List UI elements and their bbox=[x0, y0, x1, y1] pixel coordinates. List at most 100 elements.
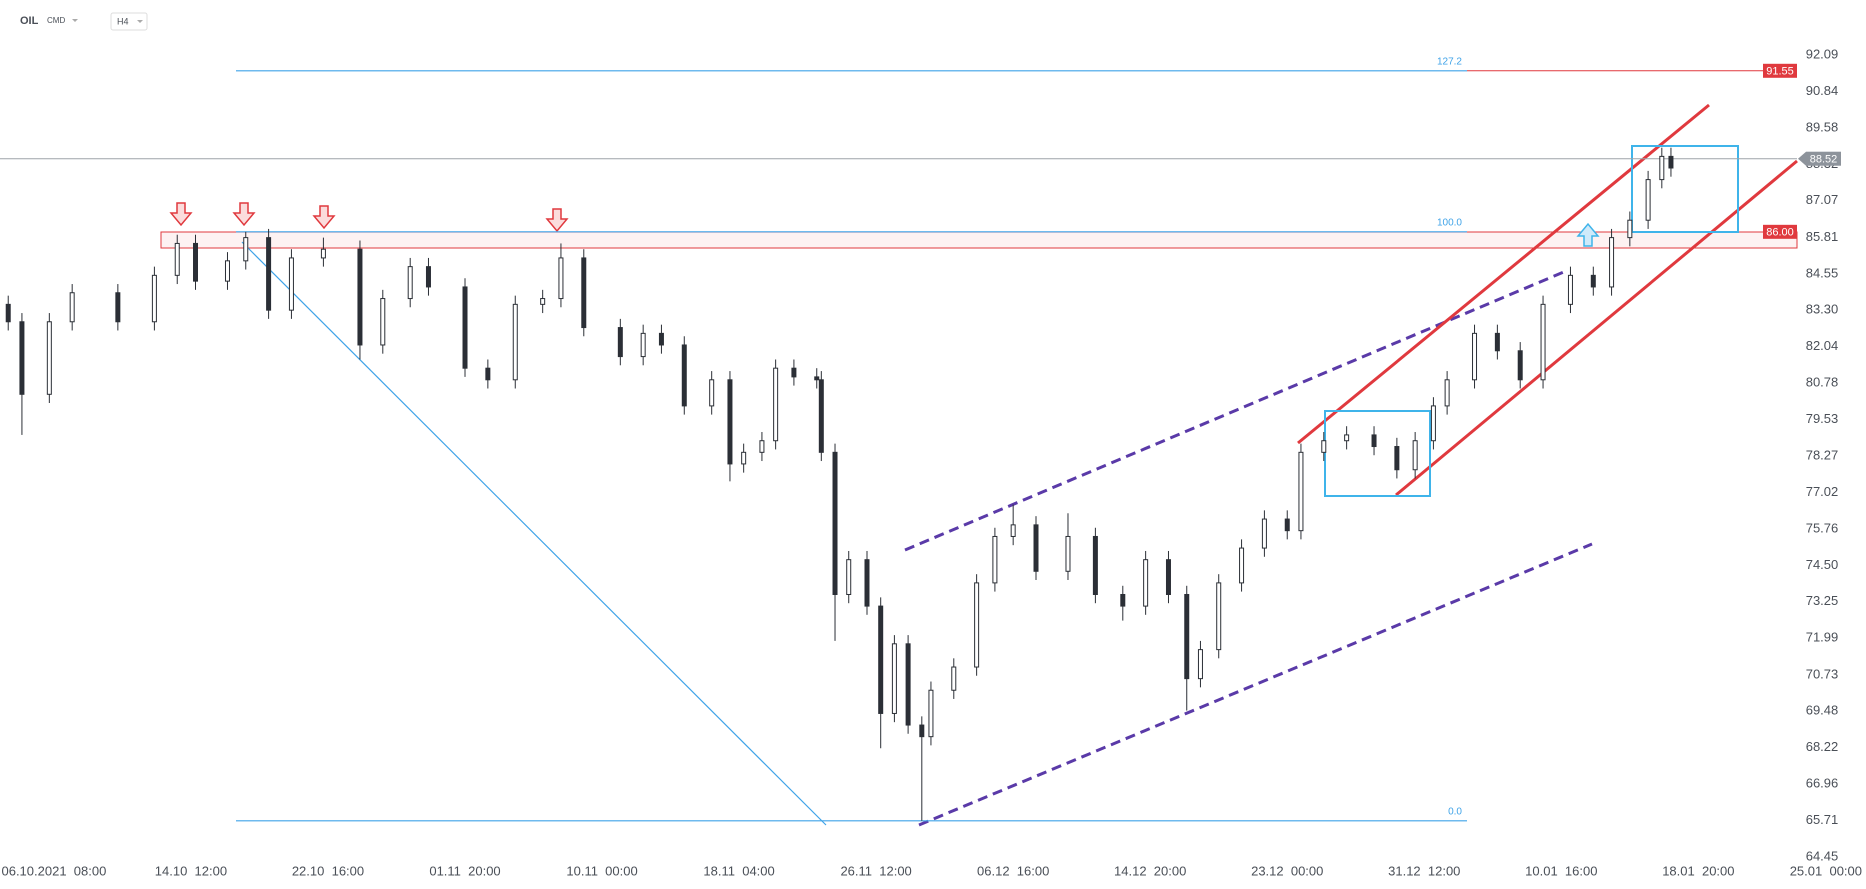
candle-body bbox=[951, 666, 957, 691]
y-tick-label: 68.22 bbox=[1806, 739, 1839, 754]
x-tick-label: 01.11 20:00 bbox=[429, 863, 500, 878]
candle-body bbox=[1092, 535, 1098, 595]
market[interactable]: CMD bbox=[47, 16, 65, 25]
y-tick-label: 78.27 bbox=[1806, 448, 1839, 463]
candle-body bbox=[846, 559, 852, 595]
candle-body bbox=[193, 242, 199, 282]
highlight-box bbox=[1324, 410, 1431, 497]
price-tag bbox=[1763, 224, 1797, 239]
x-tick-label: 10.01 16:00 bbox=[1525, 863, 1597, 878]
candle-body bbox=[864, 559, 870, 607]
candle-body bbox=[640, 332, 646, 358]
candle-body bbox=[1298, 451, 1304, 532]
highlight-box bbox=[1631, 145, 1739, 233]
candle-body bbox=[974, 582, 980, 668]
price-tag-pointer bbox=[1798, 151, 1806, 166]
down-arrow bbox=[312, 205, 336, 230]
fib-label: 127.2 bbox=[1437, 56, 1462, 67]
candle-body bbox=[741, 451, 747, 465]
x-tick-label: 23.12 00:00 bbox=[1251, 863, 1323, 878]
interval[interactable]: H4 bbox=[117, 16, 129, 26]
candle-body bbox=[992, 535, 998, 584]
y-tick-label: 80.78 bbox=[1806, 375, 1839, 390]
candle-body bbox=[1659, 155, 1665, 181]
x-tick-label: 26.11 12:00 bbox=[840, 863, 911, 878]
x-tick-label: 25.01 00:00 bbox=[1790, 863, 1862, 878]
dashed-trend-line bbox=[918, 542, 1593, 827]
candle-body bbox=[1517, 350, 1523, 381]
candle-body bbox=[919, 724, 925, 738]
candle-body bbox=[832, 451, 838, 595]
channel-line bbox=[1297, 103, 1710, 445]
fib-label: 0.0 bbox=[1448, 806, 1462, 817]
candle-body bbox=[791, 367, 797, 378]
candle-body bbox=[581, 257, 587, 329]
x-tick-label: 22.10 16:00 bbox=[292, 863, 364, 878]
candle-body bbox=[357, 248, 363, 346]
candle-body bbox=[1197, 649, 1203, 680]
candle-body bbox=[380, 298, 386, 346]
candle-body bbox=[1494, 332, 1500, 352]
y-tick-label: 66.96 bbox=[1806, 776, 1839, 791]
candle-body bbox=[151, 274, 157, 323]
interval-select[interactable] bbox=[110, 12, 148, 31]
candle-body bbox=[928, 689, 934, 738]
candle-body bbox=[1184, 593, 1190, 680]
candle-body bbox=[1216, 582, 1222, 651]
y-tick-label: 65.71 bbox=[1806, 812, 1839, 827]
candle-body bbox=[1540, 303, 1546, 381]
y-tick-label: 92.09 bbox=[1806, 47, 1839, 62]
candle-body bbox=[658, 332, 664, 346]
candle-body bbox=[1430, 405, 1436, 442]
candle-body bbox=[1344, 434, 1350, 442]
y-tick-label: 70.73 bbox=[1806, 666, 1839, 681]
candle-body bbox=[1590, 274, 1596, 288]
down-arrow bbox=[545, 208, 569, 233]
candle-body bbox=[1010, 524, 1016, 537]
candle-body bbox=[1627, 219, 1633, 239]
candle-body bbox=[1371, 434, 1377, 448]
y-tick-label: 85.81 bbox=[1806, 229, 1839, 244]
y-tick-label: 77.02 bbox=[1806, 484, 1839, 499]
up-arrow bbox=[1576, 222, 1600, 247]
candle-body bbox=[243, 237, 249, 262]
candle-body bbox=[891, 643, 897, 714]
x-tick-label: 06.10.2021 08:00 bbox=[1, 863, 106, 878]
y-tick-label: 82.04 bbox=[1806, 338, 1839, 353]
candle-body bbox=[485, 367, 491, 381]
candle-body bbox=[1645, 179, 1651, 221]
x-tick-label: 31.12 12:00 bbox=[1388, 863, 1460, 878]
candle-body bbox=[288, 257, 294, 311]
candle-body bbox=[5, 303, 11, 323]
candle-body bbox=[1239, 547, 1245, 584]
candle-body bbox=[709, 379, 715, 407]
candle-body bbox=[558, 257, 564, 300]
fib-label: 100.0 bbox=[1437, 217, 1462, 228]
candle-body bbox=[1668, 155, 1674, 169]
candle-body bbox=[814, 376, 820, 381]
dropdown-icon bbox=[137, 20, 143, 23]
price-tag-label: 86.00 bbox=[1766, 227, 1794, 239]
symbol: OIL bbox=[20, 15, 39, 27]
y-tick-label: 74.50 bbox=[1806, 557, 1839, 572]
channel-line bbox=[1395, 159, 1798, 497]
drawings bbox=[160, 103, 1798, 827]
candle-body bbox=[1165, 559, 1171, 595]
y-tick-label: 79.53 bbox=[1806, 411, 1839, 426]
candle-body bbox=[1065, 535, 1071, 572]
candle-body bbox=[681, 344, 687, 407]
candle-body bbox=[46, 321, 52, 395]
candle-body bbox=[174, 242, 180, 276]
price-tag bbox=[1763, 63, 1797, 78]
y-tick-label: 83.30 bbox=[1806, 302, 1839, 317]
candle-body bbox=[727, 379, 733, 465]
dropdown-icon[interactable] bbox=[72, 19, 78, 22]
fib-trend-line bbox=[241, 241, 827, 826]
candle-body bbox=[266, 237, 272, 311]
candle-body bbox=[1609, 237, 1615, 288]
y-tick-label: 84.55 bbox=[1806, 265, 1839, 280]
candle-body bbox=[1120, 593, 1126, 607]
x-tick-label: 06.12 16:00 bbox=[977, 863, 1049, 878]
x-tick-label: 14.12 20:00 bbox=[1114, 863, 1186, 878]
